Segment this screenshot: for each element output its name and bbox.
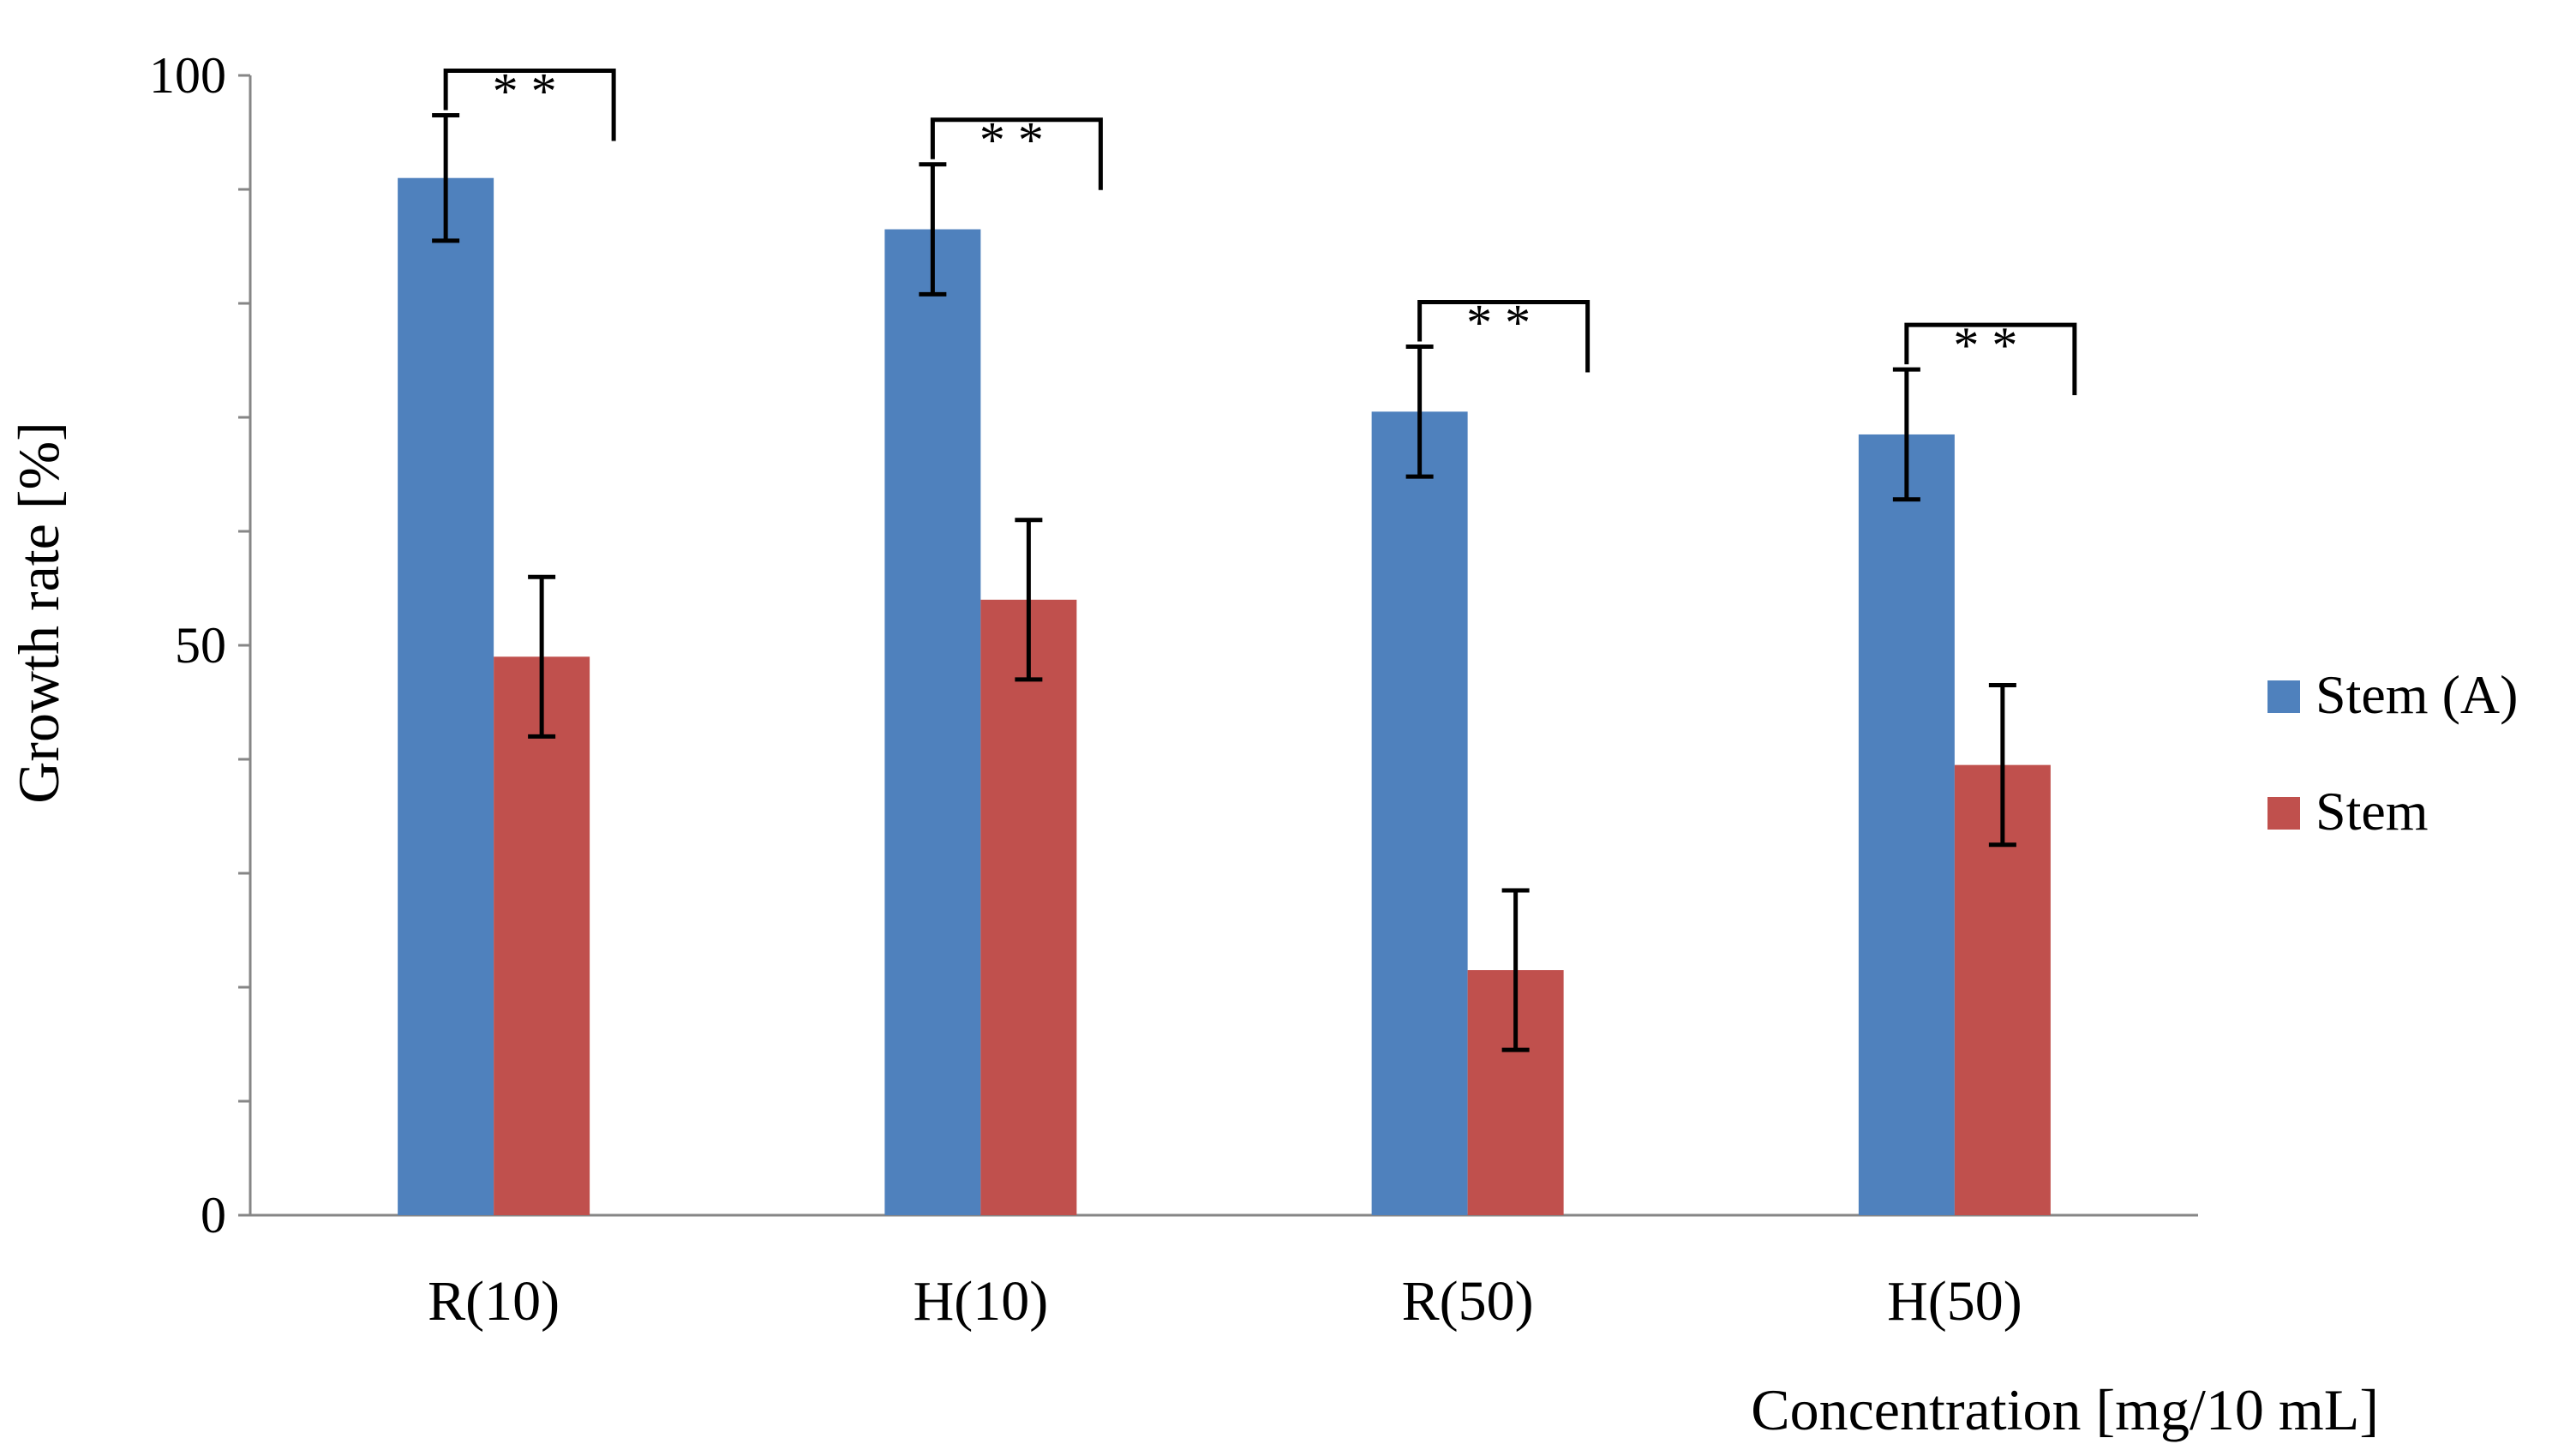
bar-stem-2 <box>980 599 1077 1215</box>
bar-stem-a-4 <box>1858 434 1955 1215</box>
error-bar <box>1405 345 1434 479</box>
error-bar <box>432 113 460 243</box>
error-bar <box>1501 888 1530 1052</box>
significance-label: * * <box>1466 295 1531 351</box>
axis-labels: Growth rate [%] Concentration [mg/10 mL] <box>6 422 2379 1442</box>
significance-label: * * <box>493 63 557 120</box>
y-tick-label: 0 <box>201 1187 226 1243</box>
bar-stem-a-2 <box>884 229 981 1215</box>
legend-swatch <box>2267 797 2300 830</box>
bars <box>398 177 2051 1216</box>
bar-stem-1 <box>494 656 590 1215</box>
x-tick-label: R(10) <box>428 1270 560 1333</box>
error-bar <box>919 162 947 297</box>
y-axis-title: Growth rate [%] <box>6 422 71 804</box>
bar-stem-a-1 <box>398 177 494 1216</box>
legend: Stem (A) Stem <box>2267 664 2518 842</box>
x-tick-label: H(50) <box>1887 1270 2022 1333</box>
y-tick-label: 100 <box>149 47 226 104</box>
x-axis-title: Concentration [mg/10 mL] <box>1751 1377 2379 1442</box>
error-bar <box>1892 367 1920 502</box>
significance-bracket: * * <box>1417 295 1591 373</box>
y-tick-label: 50 <box>175 617 226 674</box>
significance-annotations: * * * * * * * * <box>443 63 2077 396</box>
error-bar <box>528 574 556 739</box>
error-bar <box>1015 518 1043 682</box>
error-bars <box>432 113 2016 1052</box>
x-tick-label: R(50) <box>1402 1270 1534 1333</box>
significance-bracket: * * <box>930 112 1103 190</box>
significance-label: * * <box>1953 317 2017 374</box>
legend-swatch <box>2267 680 2300 713</box>
legend-label: Stem (A) <box>2315 664 2518 725</box>
legend-label: Stem <box>2315 781 2429 842</box>
significance-label: * * <box>979 112 1044 169</box>
significance-bracket: * * <box>1904 317 2077 396</box>
significance-bracket: * * <box>443 63 616 141</box>
error-bar <box>1988 683 2016 848</box>
x-tick-label: H(10) <box>914 1270 1049 1333</box>
axes: 0 50 100 R(10) H(10) R(50) H(50) <box>149 47 2198 1333</box>
bar-stem-a-3 <box>1371 411 1468 1216</box>
